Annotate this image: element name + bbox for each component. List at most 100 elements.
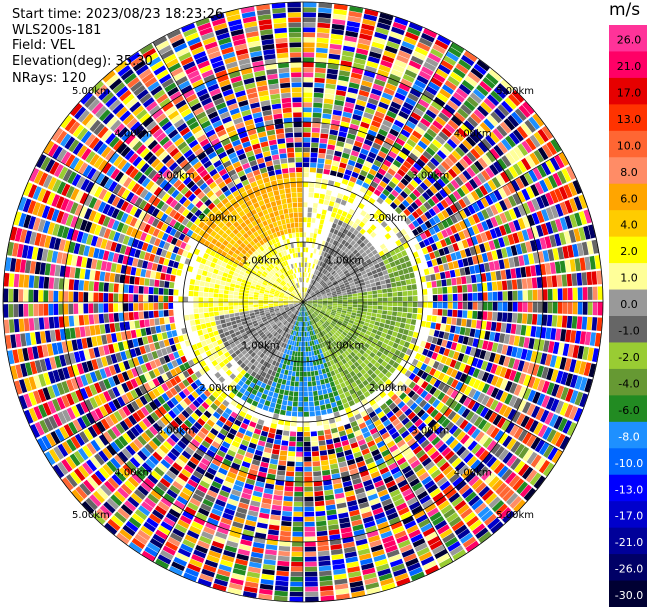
velocity-gate [392,302,398,307]
velocity-gate [225,419,233,428]
velocity-gate [71,339,79,351]
velocity-gate [462,293,468,301]
velocity-gate [357,307,363,311]
velocity-gate [151,350,159,360]
velocity-gate [303,182,309,188]
velocity-gate [303,431,311,437]
velocity-gate [471,498,484,511]
velocity-gate [387,390,395,398]
velocity-gate [309,284,312,289]
velocity-gate [303,306,305,312]
velocity-gate [325,438,334,445]
velocity-gate [314,355,319,361]
velocity-gate [180,436,190,446]
velocity-gate [361,314,367,319]
velocity-gate [289,350,293,356]
velocity-gate [441,365,449,374]
velocity-gate [353,167,361,174]
velocity-gate [327,242,332,249]
velocity-gate [310,273,314,279]
velocity-gate [337,297,343,300]
velocity-gate [454,212,463,222]
velocity-gate [291,307,296,312]
velocity-gate [454,268,461,277]
velocity-gate [356,326,363,331]
velocity-gate [390,393,399,402]
velocity-gate [295,326,298,331]
velocity-gate [468,178,478,190]
velocity-gate [232,346,239,352]
velocity-gate [289,324,293,330]
velocity-gate [245,430,253,437]
velocity-gate [324,429,331,435]
velocity-gate [425,321,431,329]
velocity-gate [383,406,391,415]
velocity-gate [286,349,291,355]
velocity-gate [408,529,421,539]
velocity-gate [339,272,345,278]
velocity-gate [427,198,436,208]
velocity-gate [313,350,318,356]
velocity-gate [166,361,174,370]
velocity-gate [385,263,392,270]
velocity-gate [476,222,485,233]
velocity-gate [426,446,437,457]
velocity-gate [439,271,446,280]
velocity-gate [413,463,424,473]
velocity-gate [363,139,373,147]
velocity-gate [361,337,368,343]
velocity-gate [305,257,308,263]
velocity-gate [56,342,64,354]
velocity-gate [572,180,582,195]
velocity-gate [463,207,472,217]
velocity-gate [214,454,224,463]
velocity-gate [168,337,175,346]
velocity-gate [180,543,194,553]
velocity-gate [130,400,140,411]
velocity-gate [507,312,513,323]
velocity-gate [432,294,438,302]
velocity-gate [527,289,533,301]
velocity-gate [232,484,243,492]
velocity-gate [250,464,259,471]
velocity-gate [126,369,134,380]
velocity-gate [462,336,469,345]
velocity-gate [140,447,151,458]
velocity-gate [144,319,150,327]
velocity-gate [573,196,583,211]
velocity-gate [94,369,103,381]
velocity-gate [139,395,148,406]
velocity-gate [506,454,518,468]
velocity-gate [443,508,456,519]
velocity-gate [430,243,438,251]
velocity-gate [149,537,163,549]
velocity-gate [461,487,474,499]
velocity-gate [117,373,125,384]
velocity-gate [367,493,379,501]
velocity-gate [336,330,342,335]
velocity-gate [541,162,552,176]
velocity-gate [375,209,383,216]
velocity-gate [266,332,272,338]
velocity-gate [73,468,86,482]
velocity-gate [325,328,330,333]
velocity-gate [420,276,426,283]
velocity-gate [188,403,197,412]
velocity-gate [419,204,428,213]
velocity-gate [261,326,267,332]
velocity-gate [450,389,459,399]
velocity-gate [115,470,127,483]
velocity-gate [257,419,265,426]
velocity-gate [80,374,89,387]
velocity-gate [272,337,277,343]
velocity-gate [179,364,187,372]
velocity-gate [350,585,365,593]
velocity-gate [314,310,319,315]
velocity-gate [375,172,384,180]
velocity-gate [293,511,303,517]
velocity-gate [224,507,236,516]
velocity-gate [381,314,387,319]
velocity-gate [391,431,400,440]
velocity-gate [323,479,332,486]
velocity-gate [421,191,431,201]
